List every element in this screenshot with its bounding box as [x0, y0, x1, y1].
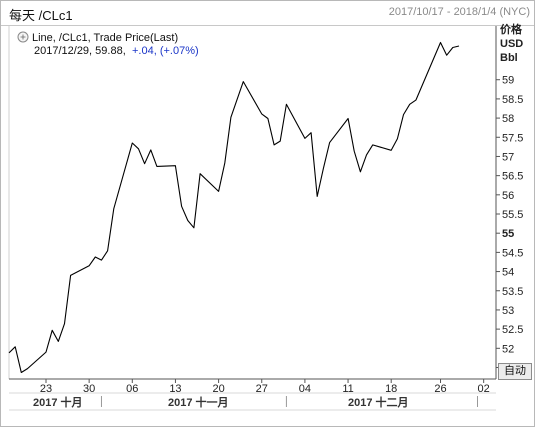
- x-tick-label: 04: [299, 383, 311, 395]
- y-tick-label: 53: [502, 305, 514, 317]
- x-tick-label: 20: [212, 383, 224, 395]
- y-tick-label: 55.5: [502, 209, 523, 221]
- y-tick-label: 56: [502, 190, 514, 202]
- legend-last-value: 2017/12/29, 59.88,: [34, 45, 126, 57]
- y-tick-label: 52.5: [502, 324, 523, 336]
- y-tick-label: 57.5: [502, 132, 523, 144]
- x-tick-label: 11: [342, 383, 353, 395]
- x-tick-label: 18: [385, 383, 397, 395]
- x-tick-label: 30: [83, 383, 95, 395]
- y-tick-label: 58.5: [502, 94, 523, 106]
- legend-series-name: Line, /CLc1, Trade Price(Last): [32, 32, 178, 44]
- auto-scale-button[interactable]: 自动: [498, 363, 532, 380]
- price-line-series: [8, 41, 460, 374]
- y-tick-label: 58: [502, 113, 514, 125]
- x-tick-label: 06: [126, 383, 138, 395]
- x-tick-label: 23: [40, 383, 52, 395]
- legend: Line, /CLc1, Trade Price(Last) 2017/12/2…: [17, 31, 199, 57]
- x-tick-label: 02: [478, 383, 490, 395]
- month-label: 2017 十二月: [348, 395, 409, 409]
- y-unit-label: 价格: [500, 22, 523, 36]
- y-tick-label: 59: [502, 75, 514, 87]
- x-tick-label: 13: [169, 383, 181, 395]
- y-tick-label: 55: [502, 228, 514, 240]
- y-tick-label: 53.5: [502, 286, 523, 298]
- x-tick-label: 27: [256, 383, 268, 395]
- y-tick-label: 57: [502, 151, 514, 163]
- y-unit-label: USD: [500, 38, 523, 50]
- y-tick-label: 54.5: [502, 247, 523, 259]
- window-title: 每天 /CLc1: [9, 8, 73, 23]
- legend-change: +.04, (+.07%): [132, 45, 199, 57]
- title-bar: 每天 /CLc1 2017/10/17 - 2018/1/4 (NYC): [1, 1, 534, 26]
- month-label: 2017 十月: [33, 395, 83, 409]
- month-label: 2017 十一月: [168, 395, 229, 409]
- y-tick-label: 56.5: [502, 171, 523, 183]
- x-tick-label: 26: [434, 383, 446, 395]
- date-range: 2017/10/17 - 2018/1/4 (NYC): [388, 6, 530, 18]
- y-unit-label: Bbl: [500, 52, 518, 64]
- y-tick-label: 54: [502, 267, 514, 279]
- y-tick-label: 52: [502, 343, 514, 355]
- legend-toggle-glyph-icon: [20, 34, 26, 40]
